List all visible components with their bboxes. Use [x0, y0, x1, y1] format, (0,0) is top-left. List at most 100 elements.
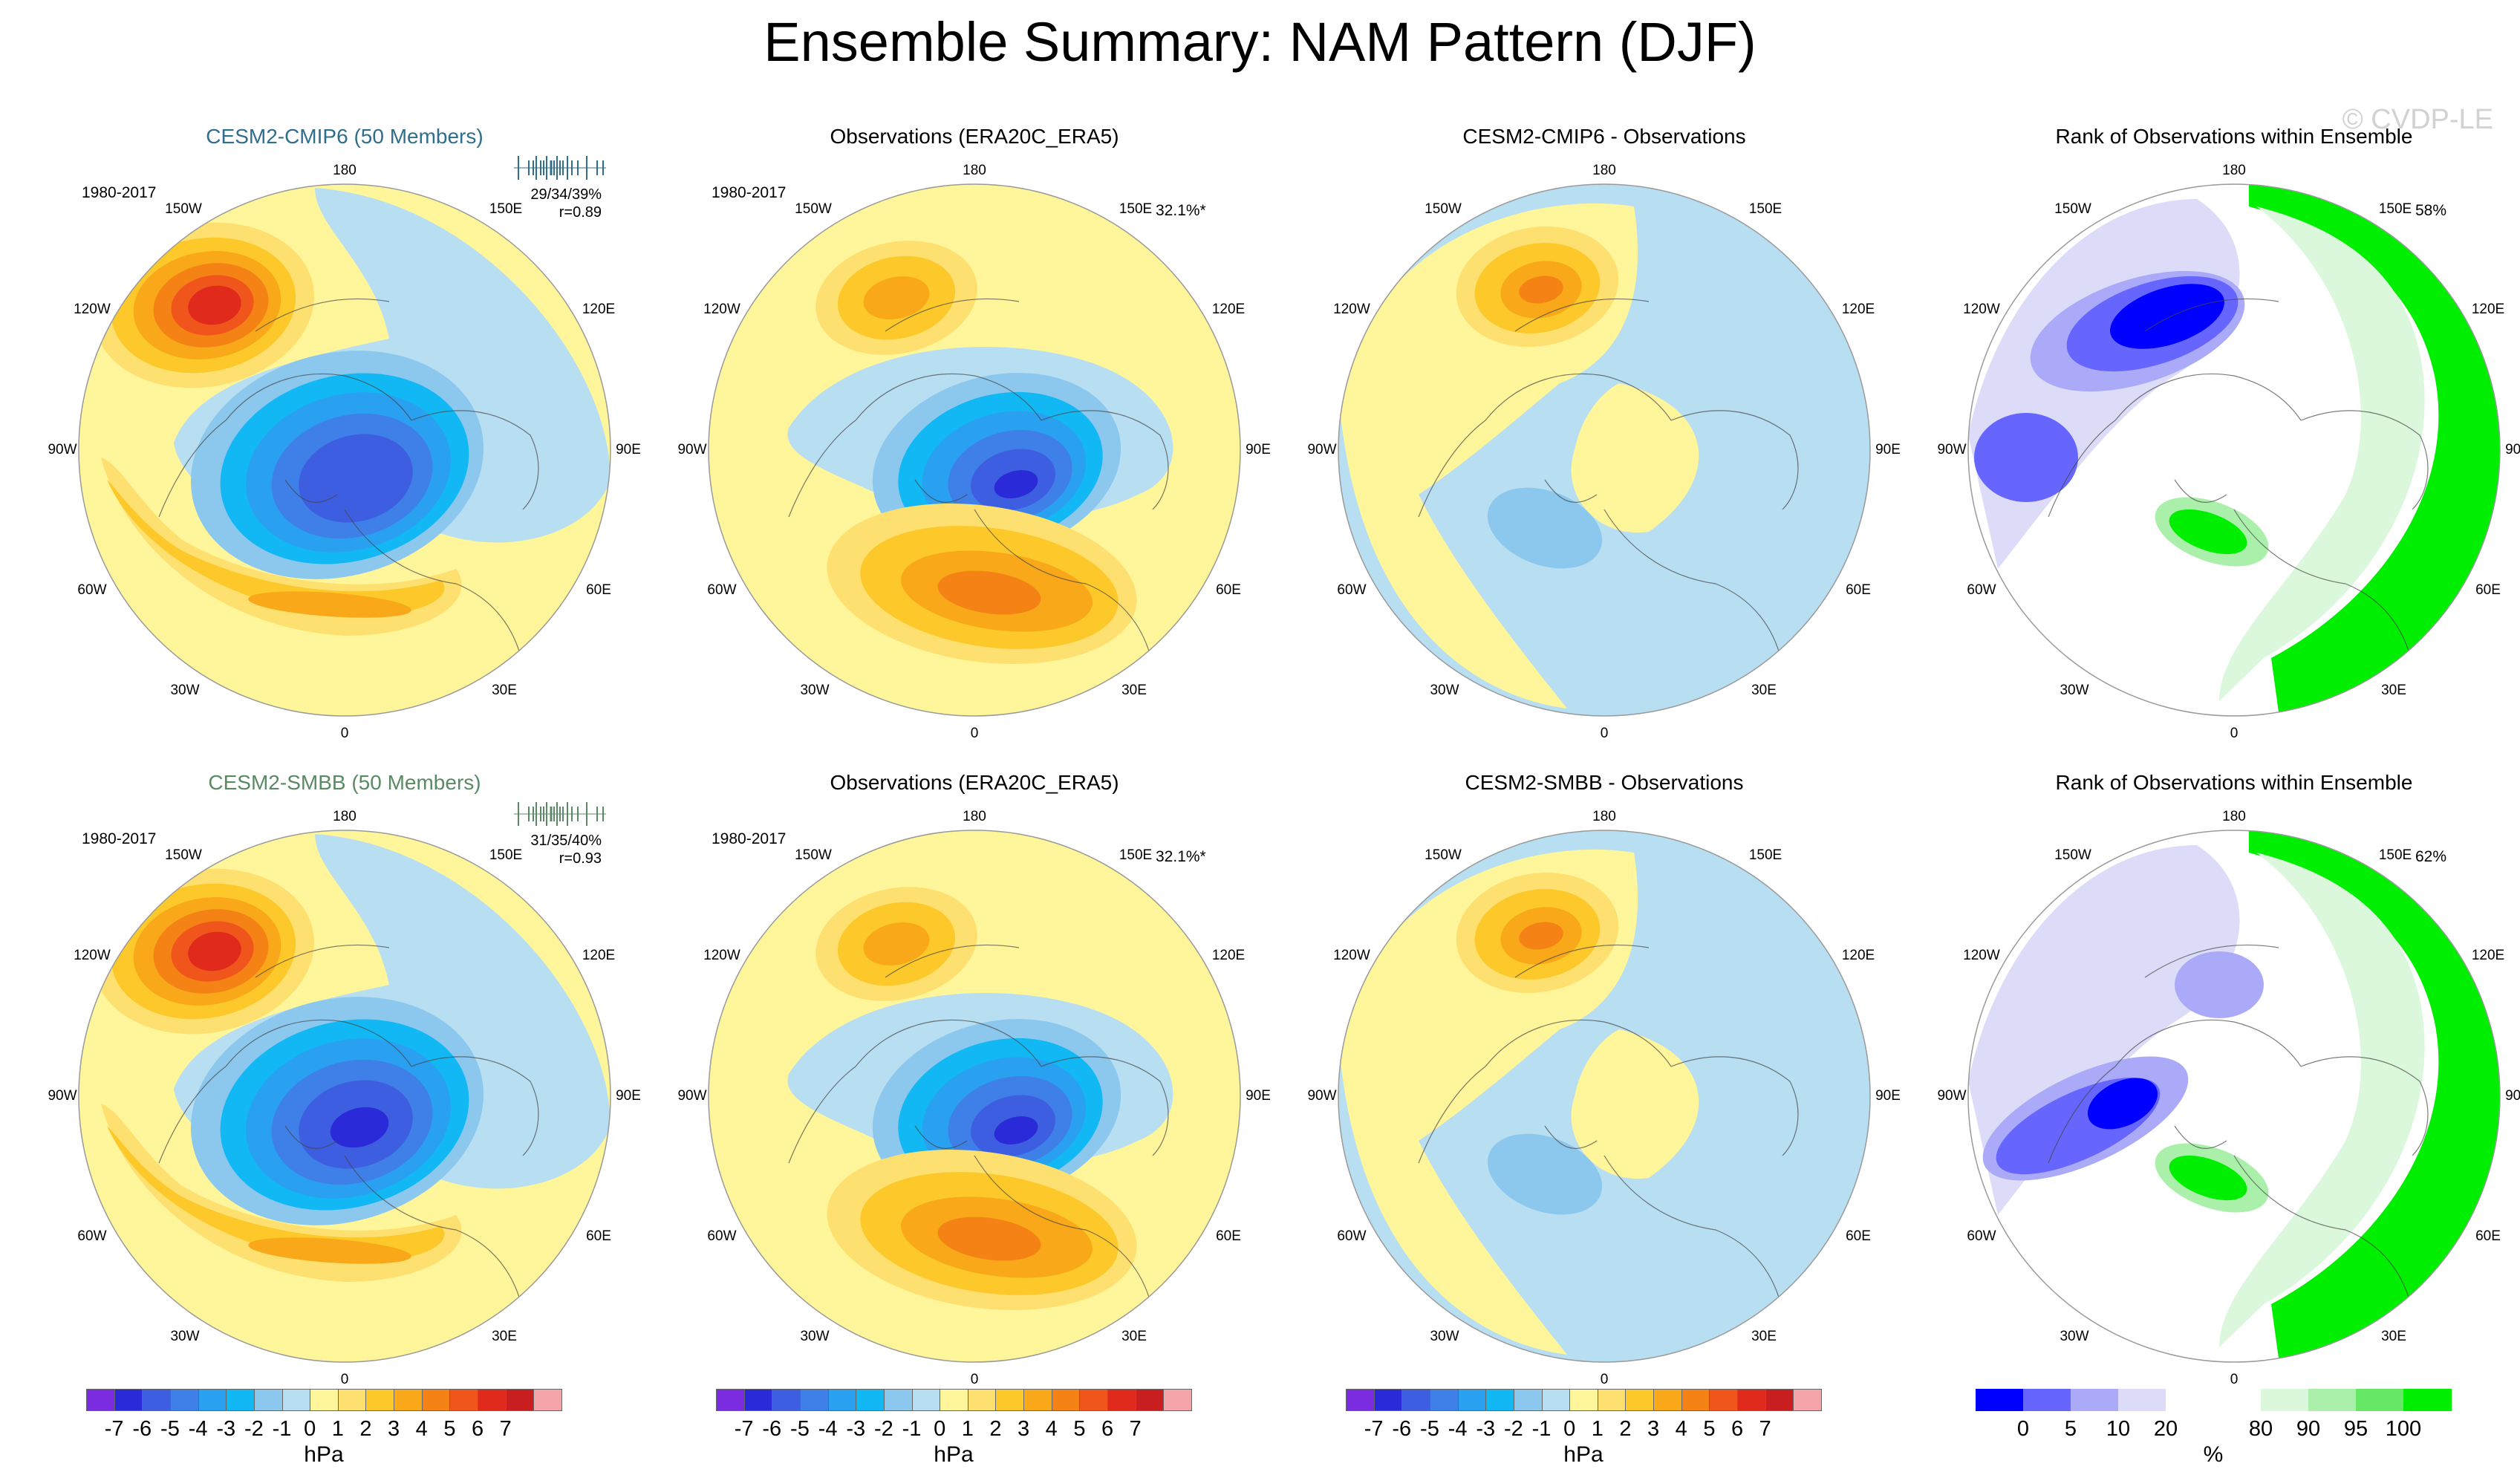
- colorbar-swatch: [421, 1389, 451, 1411]
- colorbar-swatch: [995, 1389, 1025, 1411]
- lon-label-upper_left_2: 120W: [703, 948, 740, 963]
- panel-title: CESM2-SMBB (50 Members): [208, 771, 481, 794]
- colorbar-swatch: [940, 1389, 968, 1411]
- lon-label-right: 90E: [1875, 1088, 1901, 1104]
- lon-label-left: 90W: [1937, 1088, 1967, 1104]
- colorbar-tick: 5: [443, 1417, 456, 1441]
- colorbar-tick: -4: [1448, 1417, 1468, 1441]
- coastline: [411, 1056, 539, 1156]
- coastline: [2174, 1125, 2227, 1149]
- colorbar-tick: 5: [1073, 1417, 1086, 1441]
- lon-label-bottom: 0: [970, 726, 979, 741]
- colorbar-tick: -6: [1392, 1417, 1412, 1441]
- lon-label-lower_left_2: 30W: [2060, 683, 2089, 699]
- map-field: [79, 184, 611, 716]
- polar-map: [78, 183, 611, 717]
- colorbar-swatch: [86, 1389, 115, 1411]
- period-label: 1980-2017: [82, 830, 157, 847]
- percent-variance: 58%: [2415, 202, 2447, 219]
- period-label: 1980-2017: [712, 184, 787, 201]
- colorbar-swatch: [1793, 1389, 1822, 1411]
- lon-label-upper_left_2: 120W: [1963, 302, 2000, 317]
- coastline: [1670, 410, 1799, 510]
- colorbar-tick: 100: [2385, 1417, 2422, 1441]
- colorbar-swatch: [911, 1389, 941, 1411]
- lon-label-right: 90E: [1246, 1088, 1271, 1104]
- colorbar-tick: 6: [1731, 1417, 1744, 1441]
- map-field: [1338, 184, 1870, 716]
- pacific-diff-4: [1519, 276, 1563, 304]
- percent-variance: 32.1%*: [1156, 848, 1206, 865]
- colorbar-units: hPa: [304, 1442, 344, 1467]
- colorbar-tick: 0: [1563, 1417, 1576, 1441]
- colorbar-swatch: [2023, 1389, 2071, 1411]
- arctic-low-6: [330, 1107, 389, 1148]
- colorbar-tick: -7: [104, 1417, 124, 1441]
- lon-label-lower_left_1: 60W: [77, 582, 107, 598]
- lon-label-left: 90W: [1937, 442, 1967, 457]
- colorbar-tick: -3: [216, 1417, 236, 1441]
- polar-map: [708, 183, 1241, 717]
- pacific-high-6: [188, 285, 241, 325]
- polar-map: [708, 830, 1241, 1363]
- colorbar-tick: 0: [934, 1417, 946, 1441]
- lon-label-upper_right_1: 150E: [1748, 847, 1782, 863]
- colorbar-tick: 1: [961, 1417, 974, 1441]
- colorbar-swatch: [1457, 1389, 1487, 1411]
- lon-label-bottom: 0: [970, 1372, 979, 1387]
- colorbar-swatch: [533, 1389, 562, 1411]
- coastline: [1604, 1155, 1783, 1312]
- map-border: [78, 183, 611, 717]
- coastline: [885, 944, 1020, 978]
- coastline: [2233, 1155, 2413, 1312]
- percent-variance: 32.1%*: [1156, 202, 1206, 219]
- lon-label-upper_right_1: 150E: [1748, 201, 1782, 217]
- low-rank-1: [2110, 284, 2224, 349]
- coastline: [974, 509, 1153, 666]
- colorbar-tick: -4: [818, 1417, 838, 1441]
- atlantic-neg: [1487, 487, 1603, 569]
- lon-label-upper_left_1: 150W: [795, 847, 832, 863]
- colorbar-swatch: [2166, 1389, 2214, 1411]
- colorbar-tick: -3: [846, 1417, 866, 1441]
- map-panel-p7: 180 0 90W 90E 150W 120W 150E 120E 60W 30W 60E 30E CE…: [1289, 750, 1919, 1396]
- atlantic-core: [248, 1237, 411, 1264]
- colorbar-swatch: [2261, 1389, 2309, 1411]
- lon-label-top: 180: [333, 163, 356, 178]
- colorbar-swatch: [967, 1389, 997, 1411]
- colorbar-tick: 3: [1018, 1417, 1030, 1441]
- lon-label-lower_right_1: 60E: [1216, 1228, 1241, 1244]
- colorbar-slp: -7 -6 -5 -4 -3 -2 -1 0 1 2 3 4 5 6 7 hPa: [86, 1389, 562, 1471]
- polar-map: [78, 830, 611, 1363]
- map-panel-p6: 180 0 90W 90E 150W 120W 150E 120E 60W 30W 60E 30E Ob…: [660, 750, 1289, 1396]
- lon-label-upper_right_1: 150E: [1119, 201, 1153, 217]
- colorbar-swatch: [1401, 1389, 1430, 1411]
- lon-label-upper_right_1: 150E: [2378, 201, 2412, 217]
- arctic-low-6: [994, 469, 1038, 499]
- map-field: [1968, 830, 2500, 1362]
- high-rank-edge: [2219, 853, 2425, 1347]
- colorbar-tick: -7: [1364, 1417, 1384, 1441]
- map-border: [1338, 183, 1871, 717]
- panel-title: Observations (ERA20C_ERA5): [830, 771, 1119, 794]
- lon-label-upper_left_1: 150W: [2054, 201, 2091, 217]
- high-rank-edge: [2219, 206, 2425, 701]
- low-rank-1: [2087, 1078, 2158, 1130]
- colorbar-tick: -4: [188, 1417, 208, 1441]
- lon-label-upper_right_2: 120E: [1841, 302, 1875, 317]
- lon-label-left: 90W: [1307, 442, 1337, 457]
- lon-label-lower_right_2: 30E: [492, 1329, 517, 1345]
- lon-label-lower_left_1: 60W: [1337, 1228, 1367, 1244]
- coastline: [2300, 410, 2429, 510]
- scandi-positive: [1571, 383, 1699, 533]
- coastline: [1418, 1066, 1486, 1164]
- lon-label-bottom: 0: [340, 726, 349, 741]
- lon-label-lower_right_2: 30E: [1751, 683, 1777, 699]
- colorbar-swatch: [226, 1389, 255, 1411]
- colorbar-tick: -5: [790, 1417, 810, 1441]
- colorbar-tick: 4: [415, 1417, 428, 1441]
- lon-label-left: 90W: [48, 442, 77, 457]
- period-label: 1980-2017: [82, 184, 157, 201]
- polar-map: [1338, 183, 1871, 717]
- colorbar-swatch: [2356, 1389, 2404, 1411]
